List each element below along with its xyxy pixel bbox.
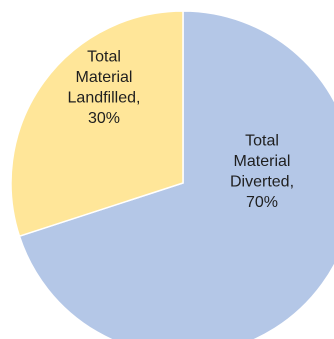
pie-slice-label-line: Material [234, 153, 291, 170]
pie-slice-label-line: Material [76, 69, 133, 86]
pie-slice-label-line: Total [245, 132, 279, 149]
pie-labels: Total Material Diverted, 70% Total Material La… [68, 48, 294, 211]
pie-slice-label-line: Total [87, 48, 121, 65]
pie-slice-1 [18, 10, 334, 339]
pie-slice-2 [10, 10, 184, 238]
pie-slice-label-line: Diverted, [230, 173, 294, 190]
pie-slices [10, 10, 334, 339]
pie-slice-label-line: Landfilled, [68, 89, 141, 106]
pie-slice-label-line: 30% [88, 110, 120, 127]
pie-slice-label-2: Total Material Landfilled, 30% [68, 48, 141, 127]
pie-slice-label-line: 70% [246, 194, 278, 211]
pie-slice-label-1: Total Material Diverted, 70% [230, 132, 294, 211]
